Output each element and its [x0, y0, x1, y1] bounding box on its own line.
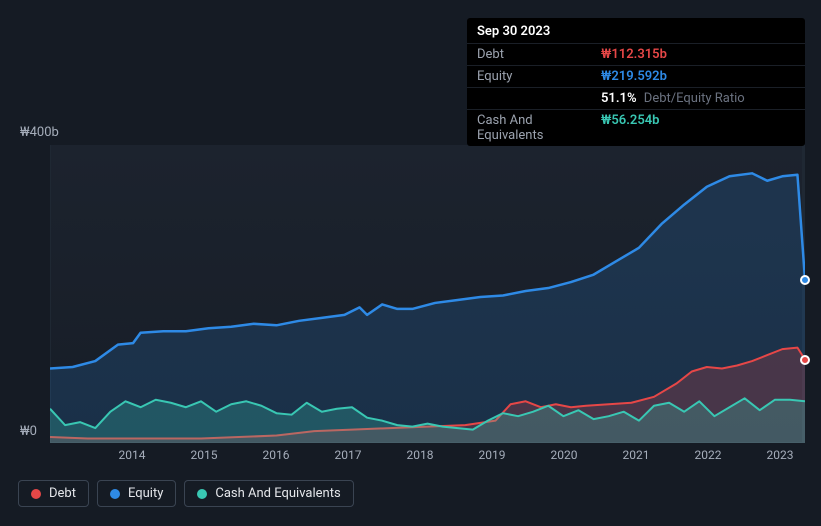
chart-svg [50, 145, 805, 443]
legend-dot-icon [110, 489, 120, 499]
tooltip-label: Cash And Equivalents [477, 113, 601, 143]
x-tick: 2023 [767, 448, 794, 462]
tooltip-row: 51.1% Debt/Equity Ratio [467, 87, 805, 109]
tooltip-date: Sep 30 2023 [467, 18, 805, 43]
x-tick: 2018 [407, 448, 434, 462]
tooltip-rows: Debt₩112.315bEquity₩219.592b51.1% Debt/E… [467, 43, 805, 146]
tooltip-value: ₩56.254b [601, 113, 659, 143]
x-tick: 2019 [479, 448, 506, 462]
legend-dot-icon [197, 489, 207, 499]
tooltip-label [477, 91, 601, 106]
chart-tooltip: Sep 30 2023 Debt₩112.315bEquity₩219.592b… [467, 18, 805, 146]
legend-label: Cash And Equivalents [215, 486, 340, 501]
series-end-dot-debt [800, 355, 810, 365]
x-tick: 2020 [551, 448, 578, 462]
legend-label: Debt [49, 486, 76, 501]
tooltip-extra: Debt/Equity Ratio [641, 91, 745, 106]
y-axis-max: ₩400b [20, 125, 59, 140]
legend-item-cash-and-equivalents[interactable]: Cash And Equivalents [184, 480, 353, 507]
legend: Debt Equity Cash And Equivalents [18, 480, 354, 507]
legend-item-debt[interactable]: Debt [18, 480, 89, 507]
tooltip-label: Debt [477, 47, 601, 62]
chart-area [18, 145, 805, 443]
tooltip-row: Debt₩112.315b [467, 43, 805, 65]
x-tick: 2017 [335, 448, 362, 462]
x-tick: 2022 [695, 448, 722, 462]
x-tick: 2021 [623, 448, 650, 462]
legend-item-equity[interactable]: Equity [97, 480, 176, 507]
legend-label: Equity [128, 486, 163, 501]
tooltip-value: ₩219.592b [601, 69, 667, 84]
tooltip-value: 51.1% Debt/Equity Ratio [601, 91, 745, 106]
x-tick: 2015 [191, 448, 218, 462]
tooltip-value: ₩112.315b [601, 47, 667, 62]
series-end-dot-equity [800, 275, 810, 285]
x-tick: 2016 [263, 448, 290, 462]
tooltip-label: Equity [477, 69, 601, 84]
tooltip-row: Equity₩219.592b [467, 65, 805, 87]
x-tick: 2014 [119, 448, 146, 462]
legend-dot-icon [31, 489, 41, 499]
tooltip-row: Cash And Equivalents₩56.254b [467, 109, 805, 146]
